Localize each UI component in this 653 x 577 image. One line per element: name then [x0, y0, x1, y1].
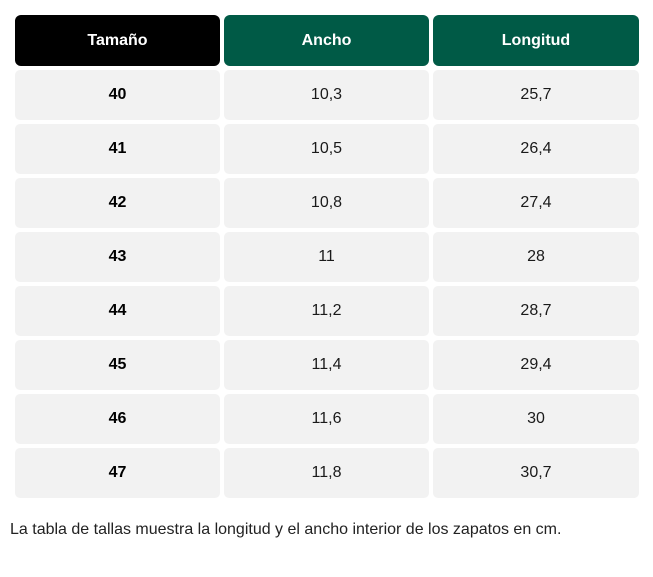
- cell-length: 27,4: [433, 178, 639, 228]
- cell-size: 45: [15, 340, 220, 390]
- cell-size: 47: [15, 448, 220, 498]
- header-size: Tamaño: [15, 15, 220, 66]
- cell-size: 44: [15, 286, 220, 336]
- cell-width: 10,5: [224, 124, 429, 174]
- cell-width: 10,3: [224, 70, 429, 120]
- cell-width: 11: [224, 232, 429, 282]
- header-length: Longitud: [433, 15, 639, 66]
- table-caption: La tabla de tallas muestra la longitud y…: [10, 521, 562, 538]
- cell-length: 28: [433, 232, 639, 282]
- cell-length: 29,4: [433, 340, 639, 390]
- cell-width: 11,6: [224, 394, 429, 444]
- size-table: Tamaño Ancho Longitud 40 10,3 25,7 41 10…: [15, 15, 639, 498]
- cell-length: 26,4: [433, 124, 639, 174]
- cell-size: 42: [15, 178, 220, 228]
- cell-length: 28,7: [433, 286, 639, 336]
- cell-width: 11,4: [224, 340, 429, 390]
- cell-length: 30,7: [433, 448, 639, 498]
- cell-size: 43: [15, 232, 220, 282]
- cell-width: 11,2: [224, 286, 429, 336]
- cell-width: 10,8: [224, 178, 429, 228]
- cell-size: 40: [15, 70, 220, 120]
- cell-size: 46: [15, 394, 220, 444]
- cell-size: 41: [15, 124, 220, 174]
- cell-width: 11,8: [224, 448, 429, 498]
- cell-length: 30: [433, 394, 639, 444]
- cell-length: 25,7: [433, 70, 639, 120]
- header-width: Ancho: [224, 15, 429, 66]
